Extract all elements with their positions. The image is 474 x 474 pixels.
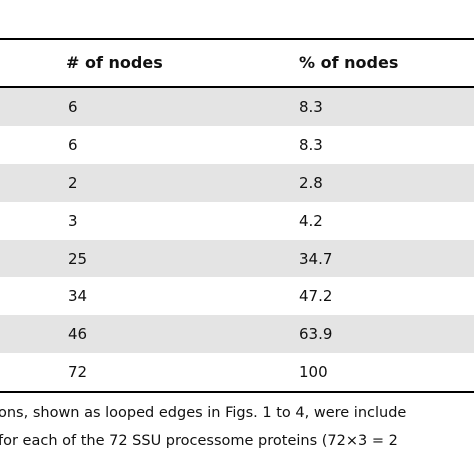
table-row: 6 8.3 — [0, 88, 474, 126]
cell-nodes-count: 25 — [68, 249, 88, 268]
cell-nodes-percent: 8.3 — [299, 135, 323, 154]
header-nodes-count: # of nodes — [66, 53, 163, 72]
cell-nodes-count: 6 — [68, 98, 78, 116]
table-row: 3 4.2 — [0, 202, 474, 240]
cell-nodes-percent: 63.9 — [299, 325, 333, 344]
table-header-rule — [0, 86, 474, 88]
table-bottom-rule — [0, 391, 474, 393]
footnote-line-1: ons, shown as looped edges in Figs. 1 to… — [0, 405, 407, 421]
cell-nodes-percent: 100 — [299, 363, 328, 382]
header-nodes-percent: % of nodes — [299, 53, 399, 72]
cell-nodes-count: 3 — [68, 211, 78, 230]
table-body: 6 8.3 6 8.3 2 2.8 3 4.2 25 34.7 34 47.2 … — [0, 88, 474, 391]
table-top-rule — [0, 38, 474, 40]
cell-nodes-percent: 8.3 — [299, 98, 323, 116]
cell-nodes-percent: 2.8 — [299, 173, 323, 192]
cell-nodes-percent: 47.2 — [299, 287, 333, 306]
cell-nodes-percent: 4.2 — [299, 211, 323, 230]
table-row: 2 2.8 — [0, 163, 474, 202]
cell-nodes-count: 46 — [68, 325, 88, 344]
table-row: 72 100 — [0, 353, 474, 391]
cell-nodes-count: 72 — [68, 363, 88, 382]
table-row: 46 63.9 — [0, 315, 474, 354]
cell-nodes-percent: 34.7 — [299, 249, 333, 268]
footnote-line-2: for each of the 72 SSU processome protei… — [0, 433, 398, 449]
table-row: 6 8.3 — [0, 126, 474, 164]
cell-nodes-count: 2 — [68, 173, 78, 192]
table-row: 25 34.7 — [0, 239, 474, 278]
table-header: # of nodes % of nodes — [0, 40, 474, 86]
table-row: 34 47.2 — [0, 277, 474, 315]
cell-nodes-count: 6 — [68, 135, 78, 154]
cell-nodes-count: 34 — [68, 287, 88, 306]
